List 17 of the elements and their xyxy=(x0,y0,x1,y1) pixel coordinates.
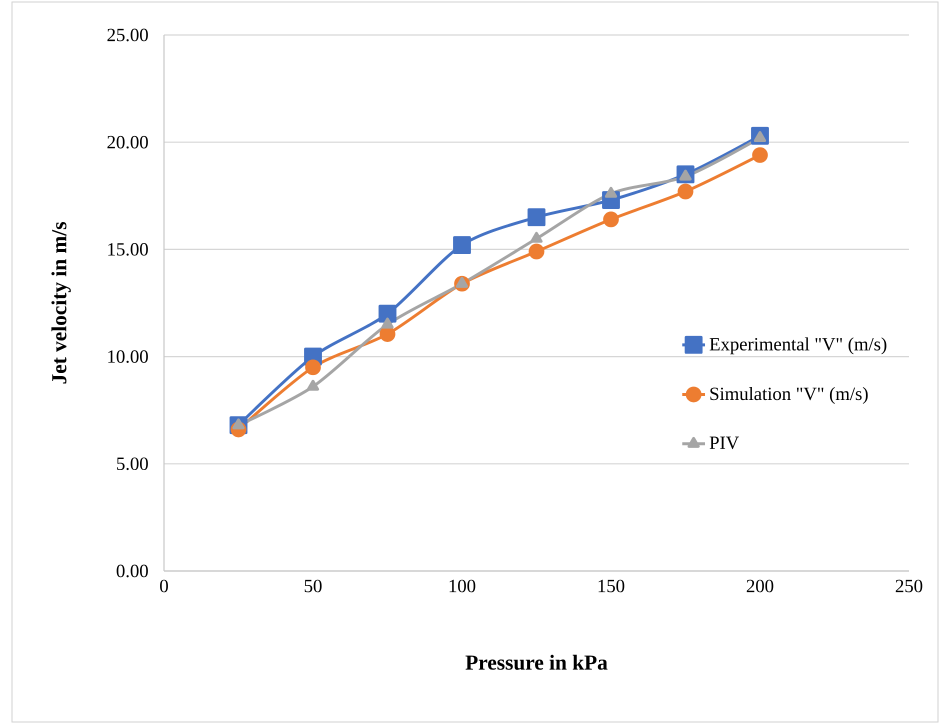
legend-label: Simulation "V" (m/s) xyxy=(710,386,868,404)
x-tick-label: 200 xyxy=(746,580,774,592)
x-tick-label: 250 xyxy=(896,580,922,592)
x-tick-label: 50 xyxy=(304,580,322,592)
x-tick-label: 150 xyxy=(598,580,624,592)
x-tick-label: 100 xyxy=(450,580,476,592)
x-tick-label: 0 xyxy=(160,580,168,592)
y-axis-title: Jet velocity in m/s xyxy=(51,222,71,384)
legend-label: Experimental "V" (m/s) xyxy=(710,337,886,354)
y-tick-label: 20.00 xyxy=(107,136,148,149)
y-tick-label: 25.00 xyxy=(107,28,148,42)
x-axis-title: Pressure in kPa xyxy=(466,654,608,670)
y-tick-label: 5.00 xyxy=(117,457,148,470)
y-tick-label: 10.00 xyxy=(108,350,148,363)
y-tick-label: 15.00 xyxy=(108,243,148,256)
legend-label: PIV xyxy=(710,436,740,450)
y-tick-label: 0.00 xyxy=(116,564,148,578)
